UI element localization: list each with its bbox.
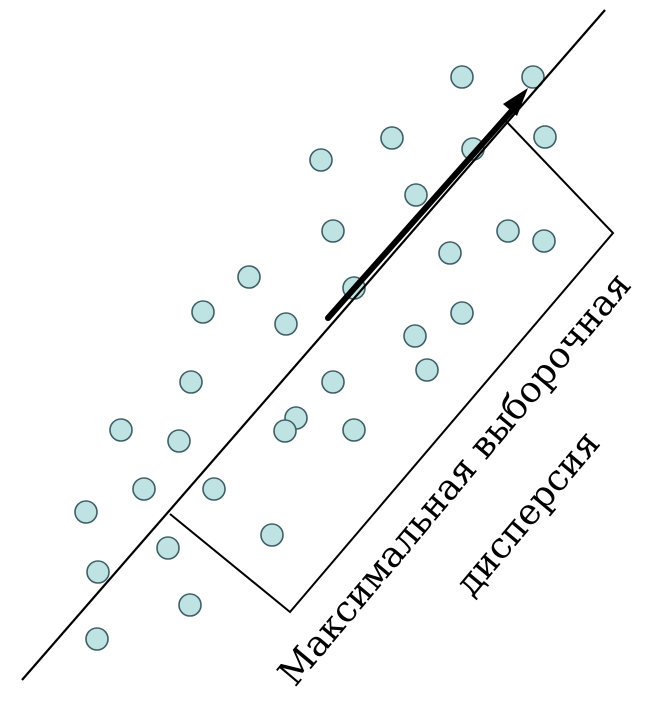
direction-arrow [325, 103, 519, 321]
data-point [533, 125, 557, 149]
data-point [179, 370, 203, 394]
data-point [438, 241, 462, 265]
data-point [342, 418, 366, 442]
arrowhead-icon [503, 88, 528, 116]
data-point [202, 477, 226, 501]
data-points [74, 65, 557, 651]
data-point [404, 183, 428, 207]
data-point [309, 148, 333, 172]
data-point [532, 229, 556, 253]
data-point [415, 358, 439, 382]
data-point [521, 65, 545, 89]
data-point [132, 477, 156, 501]
data-point [403, 324, 427, 348]
data-point [273, 419, 297, 443]
data-point [237, 265, 261, 289]
data-point [109, 418, 133, 442]
data-point [86, 560, 110, 584]
data-point [321, 370, 345, 394]
data-point [178, 593, 202, 617]
data-point [167, 429, 191, 453]
data-point [260, 523, 284, 547]
data-point [450, 301, 474, 325]
data-point [450, 65, 474, 89]
data-point [380, 126, 404, 150]
data-point [74, 500, 98, 524]
data-point [156, 536, 180, 560]
data-point [85, 627, 109, 651]
data-point [496, 219, 520, 243]
data-point [321, 219, 345, 243]
data-point [274, 312, 298, 336]
data-point [191, 300, 215, 324]
variance-bracket [169, 119, 615, 614]
